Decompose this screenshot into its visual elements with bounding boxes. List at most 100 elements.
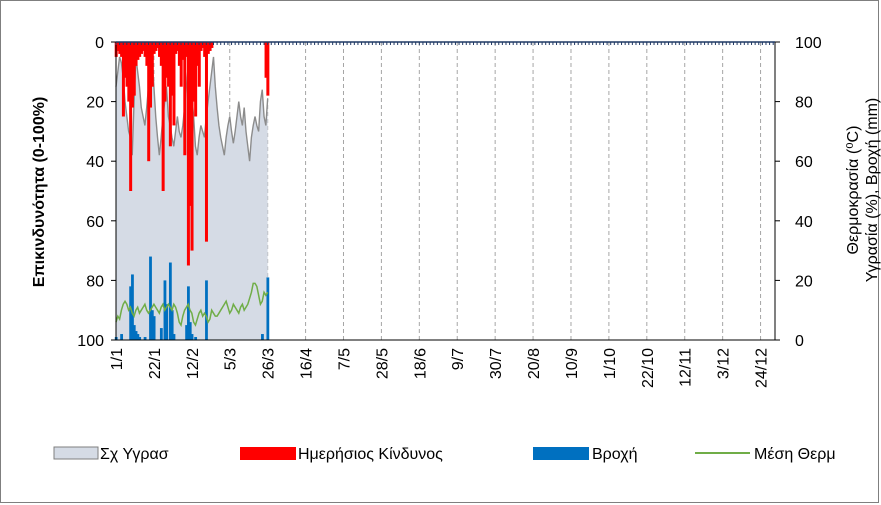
risk-bar xyxy=(170,42,174,96)
legend-swatch-risk xyxy=(240,447,296,460)
rain-bar xyxy=(194,337,198,340)
risk-bar xyxy=(186,42,190,266)
left-y-tick-label: 80 xyxy=(86,273,104,290)
risk-bar xyxy=(158,42,162,57)
risk-bar xyxy=(192,42,196,102)
risk-bar xyxy=(118,42,122,54)
risk-bars-layer xyxy=(114,42,270,266)
risk-bar xyxy=(203,42,207,57)
risk-bar xyxy=(150,42,154,87)
left-axis-title: Επικινδυνότητα (0-100%) xyxy=(31,97,48,288)
legend-swatch-rain xyxy=(533,447,589,460)
risk-bar xyxy=(138,42,142,57)
rain-bar xyxy=(188,322,192,340)
right-y-tick-label: 60 xyxy=(795,154,813,171)
risk-bar xyxy=(125,42,129,87)
x-tick-label: 12/11 xyxy=(678,348,695,387)
risk-bar xyxy=(183,42,187,156)
temperature-line-layer xyxy=(115,282,269,328)
rain-bar xyxy=(150,310,154,340)
risk-bar xyxy=(174,42,178,54)
legend-label-risk: Ημερήσιος Κίνδυνος xyxy=(298,446,443,463)
risk-bar xyxy=(152,42,156,54)
left-y-tick-label: 40 xyxy=(86,154,104,171)
x-tick-label: 1/1 xyxy=(109,348,126,370)
risk-bar xyxy=(136,42,140,60)
rain-bar xyxy=(134,331,138,340)
x-tick-label: 22/1 xyxy=(147,348,164,379)
right-axis-title-line1: Θερμοκρασία (⁰C) xyxy=(845,126,862,255)
rain-bar xyxy=(168,262,172,340)
risk-bar xyxy=(210,42,214,48)
legend-label-temperature: Μέση Θερμ xyxy=(754,446,836,463)
x-tick-label: 12/2 xyxy=(185,348,202,379)
right-y-tick-label: 40 xyxy=(795,214,813,231)
risk-bar xyxy=(190,42,194,251)
rain-bar xyxy=(159,328,163,340)
legend: Σχ Υγρασ Ημερήσιος Κίνδυνος Βροχή Μέση Θ… xyxy=(53,446,836,463)
x-tick-label: 9/7 xyxy=(450,348,467,370)
right-y-tick-label: 0 xyxy=(795,333,804,350)
right-y-tick-label: 80 xyxy=(795,95,813,112)
risk-bar xyxy=(139,42,143,54)
risk-bar xyxy=(177,42,181,66)
risk-bar xyxy=(143,42,147,57)
x-tick-label: 16/4 xyxy=(299,348,316,379)
risk-bar xyxy=(188,42,192,206)
risk-bar xyxy=(127,42,131,102)
rain-bar xyxy=(172,334,176,340)
risk-bar xyxy=(197,42,201,87)
x-tick-label: 20/8 xyxy=(526,348,543,379)
risk-bar xyxy=(141,42,145,51)
risk-bar xyxy=(154,42,158,51)
risk-bar xyxy=(199,42,203,51)
x-tick-label: 28/5 xyxy=(374,348,391,379)
rain-bar xyxy=(152,316,156,340)
risk-bar xyxy=(181,42,185,60)
rain-bar xyxy=(120,334,124,340)
risk-bar xyxy=(120,42,124,57)
right-y-tick-label: 100 xyxy=(795,35,822,52)
x-tick-label: 5/3 xyxy=(223,348,240,370)
risk-bar xyxy=(167,42,171,87)
rain-bar xyxy=(129,286,133,340)
risk-bar xyxy=(161,42,165,191)
risk-bar xyxy=(194,42,198,117)
x-tick-label: 18/6 xyxy=(412,348,429,379)
rain-bar xyxy=(205,280,208,340)
rain-bar xyxy=(131,274,134,340)
risk-bar xyxy=(163,42,167,102)
risk-bar xyxy=(264,42,268,78)
risk-bar xyxy=(145,42,149,66)
left-y-tick-label: 100 xyxy=(77,333,104,350)
risk-bar xyxy=(176,42,180,51)
risk-bar xyxy=(266,42,270,96)
x-tick-label: 30/7 xyxy=(488,348,505,379)
temperature-line xyxy=(115,282,269,328)
risk-bar xyxy=(123,42,127,78)
left-y-tick-label: 20 xyxy=(86,95,104,112)
risk-bar xyxy=(130,42,134,108)
risk-bar xyxy=(156,42,160,48)
right-y-tick-label: 20 xyxy=(795,273,813,290)
rain-bar xyxy=(143,337,147,340)
risk-bar xyxy=(168,42,172,147)
legend-label-rain: Βροχή xyxy=(592,446,638,463)
x-tick-label: 24/12 xyxy=(754,348,771,388)
risk-bar xyxy=(159,42,163,66)
rain-bar xyxy=(185,325,189,340)
risk-bar xyxy=(132,42,136,96)
rain-bar xyxy=(170,310,174,340)
risk-bar xyxy=(165,42,169,78)
legend-label-humidity: Σχ Υγρασ xyxy=(100,446,169,463)
rain-bar xyxy=(261,334,264,340)
risk-bar xyxy=(121,42,125,117)
risk-bar xyxy=(116,42,120,51)
left-y-tick-label: 0 xyxy=(95,35,104,52)
axes-layer xyxy=(111,41,780,341)
rain-bar xyxy=(266,277,270,340)
x-tick-label: 10/9 xyxy=(564,348,581,379)
risk-bar xyxy=(134,42,138,66)
risk-bar xyxy=(195,42,199,66)
